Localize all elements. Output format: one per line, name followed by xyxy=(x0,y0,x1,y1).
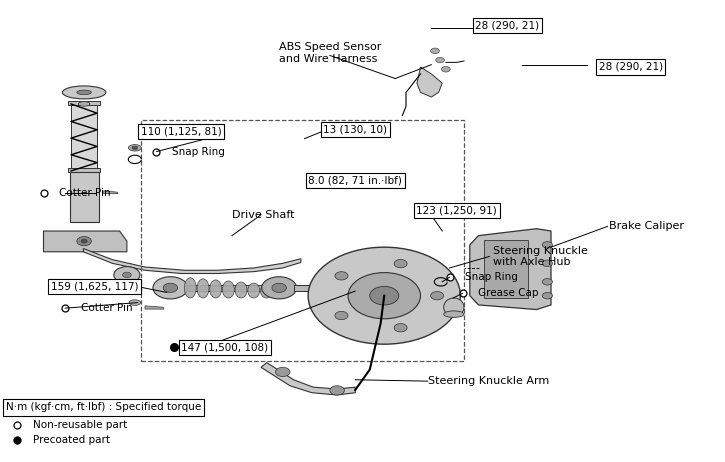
Circle shape xyxy=(370,286,399,305)
Ellipse shape xyxy=(184,278,196,298)
Circle shape xyxy=(77,237,91,246)
Bar xyxy=(68,101,100,105)
Ellipse shape xyxy=(260,284,273,298)
Ellipse shape xyxy=(128,145,141,151)
Ellipse shape xyxy=(62,86,106,99)
Circle shape xyxy=(153,277,188,299)
Circle shape xyxy=(335,311,348,320)
Text: 28 (290, 21): 28 (290, 21) xyxy=(599,62,663,72)
Circle shape xyxy=(114,267,140,283)
Bar xyxy=(70,172,99,222)
Circle shape xyxy=(431,48,439,54)
Text: 28 (290, 21): 28 (290, 21) xyxy=(476,20,539,30)
Circle shape xyxy=(442,67,450,72)
Bar xyxy=(484,240,528,298)
Circle shape xyxy=(436,57,444,63)
Text: 147 (1,500, 108): 147 (1,500, 108) xyxy=(181,342,268,353)
Text: 110 (1,125, 81): 110 (1,125, 81) xyxy=(141,127,222,137)
Text: Cotter Pin: Cotter Pin xyxy=(81,303,133,313)
Text: Drive Shaft: Drive Shaft xyxy=(232,210,294,220)
Text: Precoated part: Precoated part xyxy=(33,435,109,445)
Ellipse shape xyxy=(235,282,247,298)
Circle shape xyxy=(272,283,286,292)
Bar xyxy=(294,285,348,291)
Ellipse shape xyxy=(77,90,91,95)
Circle shape xyxy=(163,283,178,292)
Circle shape xyxy=(348,273,420,319)
Ellipse shape xyxy=(223,281,234,298)
Ellipse shape xyxy=(78,102,90,106)
Ellipse shape xyxy=(248,283,260,298)
Bar xyxy=(79,171,90,196)
Text: N·m (kgf·cm, ft·lbf) : Specified torque: N·m (kgf·cm, ft·lbf) : Specified torque xyxy=(6,402,201,413)
Text: 159 (1,625, 117): 159 (1,625, 117) xyxy=(51,281,138,292)
Ellipse shape xyxy=(444,298,464,316)
Circle shape xyxy=(394,260,407,268)
Text: 8.0 (82, 71 in.·lbf): 8.0 (82, 71 in.·lbf) xyxy=(308,175,402,185)
Polygon shape xyxy=(83,249,301,274)
Text: 13 (130, 10): 13 (130, 10) xyxy=(323,124,387,134)
Bar xyxy=(174,285,341,291)
Circle shape xyxy=(431,292,444,300)
Circle shape xyxy=(394,323,407,332)
Ellipse shape xyxy=(129,300,141,305)
Ellipse shape xyxy=(444,311,464,317)
Circle shape xyxy=(123,272,131,278)
Text: Non-reusable part: Non-reusable part xyxy=(33,420,127,430)
Circle shape xyxy=(542,260,552,267)
Bar xyxy=(68,168,100,172)
Polygon shape xyxy=(145,306,164,309)
Text: Steering Knuckle
with Axle Hub: Steering Knuckle with Axle Hub xyxy=(493,246,588,267)
Text: Snap Ring: Snap Ring xyxy=(465,272,518,282)
Circle shape xyxy=(542,242,552,248)
Polygon shape xyxy=(44,231,127,252)
Polygon shape xyxy=(261,363,355,395)
Circle shape xyxy=(542,292,552,299)
Polygon shape xyxy=(470,229,551,310)
Circle shape xyxy=(308,247,460,344)
Circle shape xyxy=(542,279,552,285)
Circle shape xyxy=(132,146,138,150)
Text: Snap Ring: Snap Ring xyxy=(172,146,225,157)
Circle shape xyxy=(335,272,348,280)
Circle shape xyxy=(276,367,290,377)
Polygon shape xyxy=(104,191,118,194)
Bar xyxy=(141,120,464,361)
Text: Brake Caliper: Brake Caliper xyxy=(609,221,684,231)
Ellipse shape xyxy=(197,279,209,298)
Text: 123 (1,250, 91): 123 (1,250, 91) xyxy=(416,205,497,215)
Circle shape xyxy=(81,239,87,243)
Ellipse shape xyxy=(210,280,222,298)
Text: Cotter Pin: Cotter Pin xyxy=(59,188,111,198)
Circle shape xyxy=(330,386,344,395)
Text: ABS Speed Sensor
and Wire Harness: ABS Speed Sensor and Wire Harness xyxy=(279,43,381,64)
Polygon shape xyxy=(417,67,442,97)
Circle shape xyxy=(262,277,297,299)
Text: Steering Knuckle Arm: Steering Knuckle Arm xyxy=(428,376,549,386)
Bar xyxy=(71,104,97,176)
Text: Grease Cap: Grease Cap xyxy=(478,288,539,298)
